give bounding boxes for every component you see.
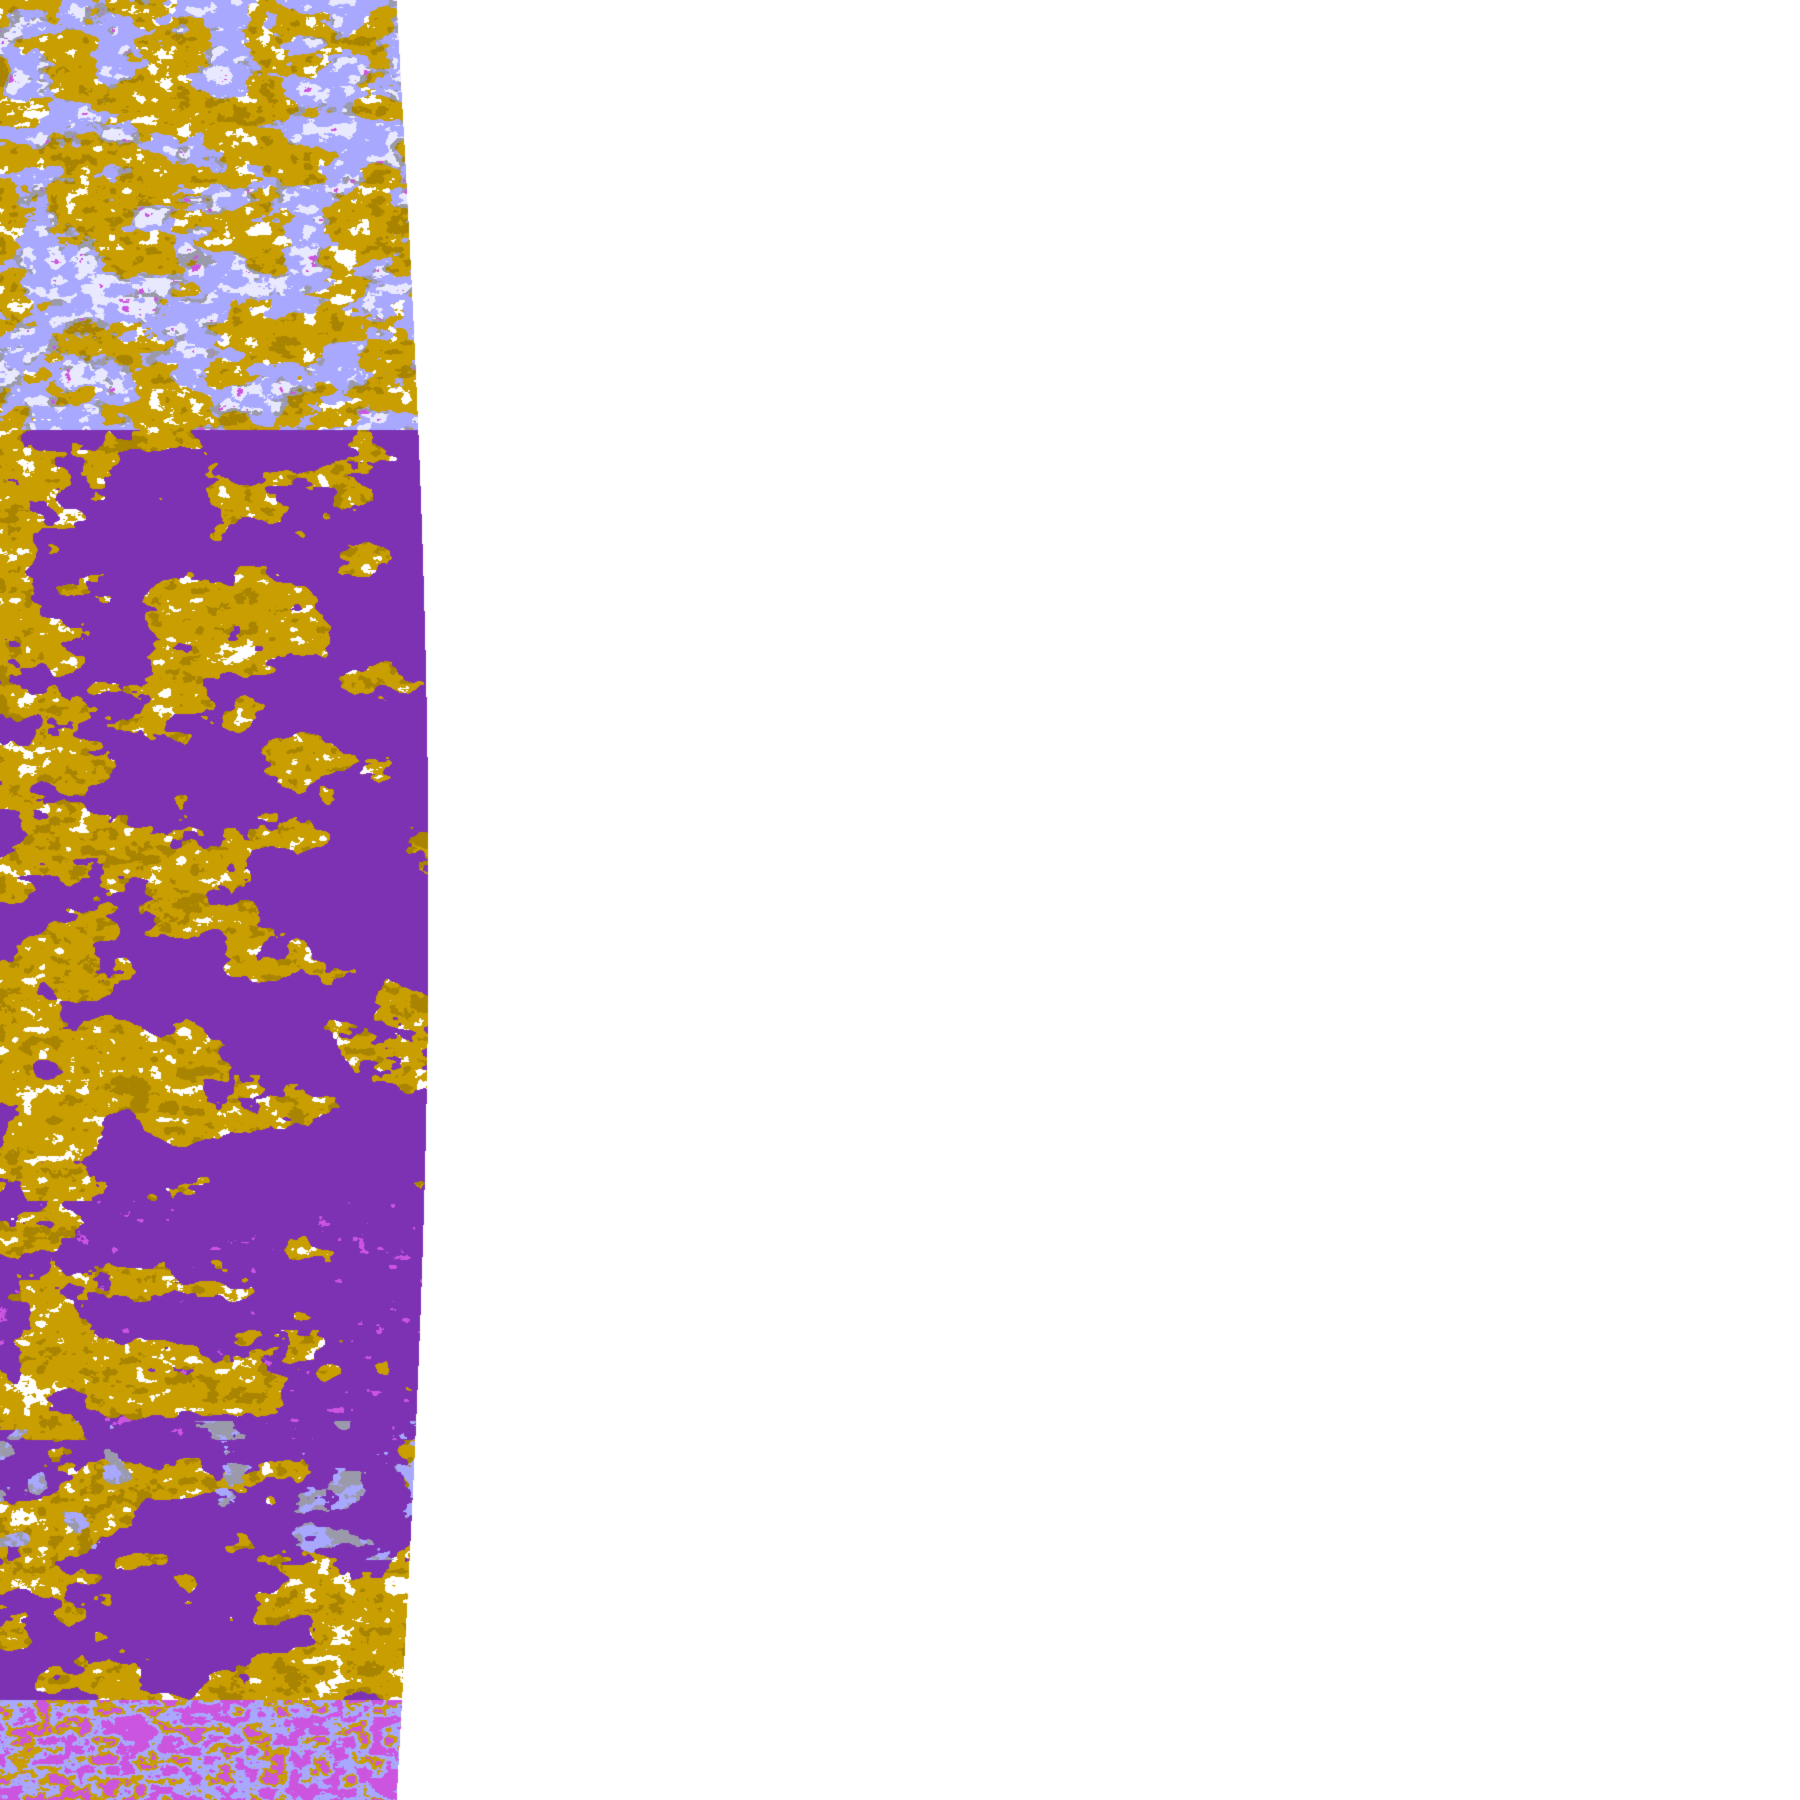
satellite-swath-image — [0, 0, 1800, 1800]
